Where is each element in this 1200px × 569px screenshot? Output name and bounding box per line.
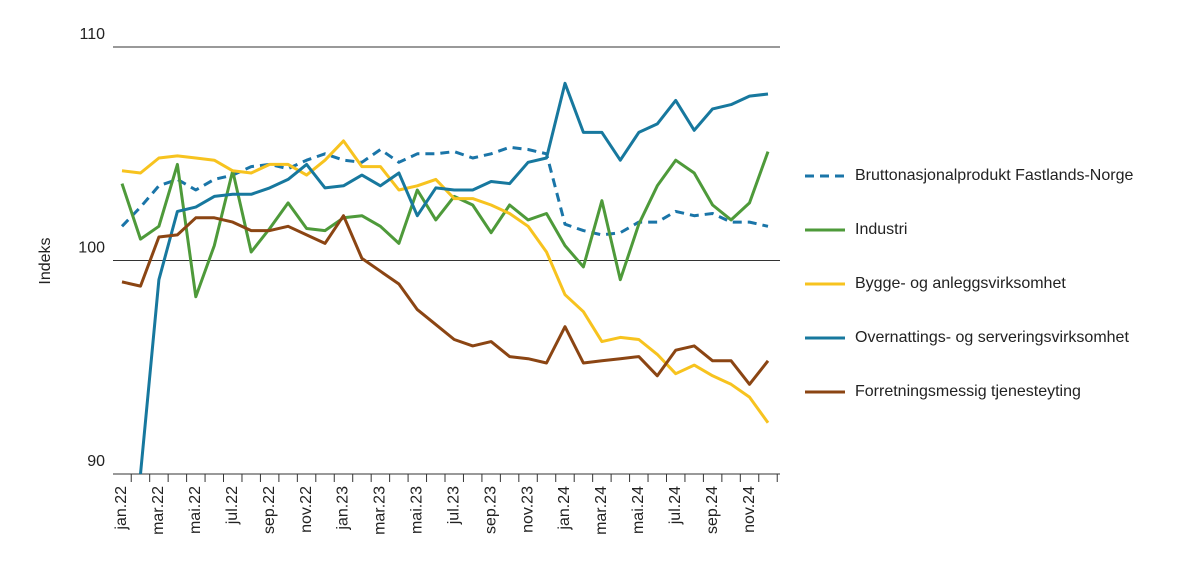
legend-label: Forretningsmessig tjenesteyting bbox=[855, 383, 1081, 400]
x-tick-label: jan.24 bbox=[556, 486, 573, 531]
legend-label: Bruttonasjonalprodukt Fastlands-Norge bbox=[855, 167, 1133, 184]
x-tick-label: jul.24 bbox=[667, 486, 684, 525]
x-tick-label: jul.22 bbox=[224, 486, 241, 525]
x-tick-label: jan.23 bbox=[335, 486, 352, 531]
x-tick-label: mar.22 bbox=[150, 486, 167, 535]
y-tick-label: 90 bbox=[87, 453, 105, 470]
series-line bbox=[120, 151, 770, 299]
y-tick-label: 110 bbox=[79, 26, 105, 43]
x-tick-label: mar.23 bbox=[372, 486, 389, 535]
x-tick-label: mai.24 bbox=[630, 486, 647, 534]
x-tick-label: sep.24 bbox=[704, 486, 721, 534]
legend-label: Bygge- og anleggsvirksomhet bbox=[855, 275, 1066, 292]
y-axis-label: Indeks bbox=[37, 237, 54, 284]
y-tick-label: 100 bbox=[78, 240, 105, 257]
x-tick-label: mar.24 bbox=[593, 486, 610, 535]
x-tick-label: sep.22 bbox=[261, 486, 278, 534]
x-tick-label: sep.23 bbox=[482, 486, 499, 534]
legend-label: Industri bbox=[855, 221, 907, 238]
x-tick-label: jan.22 bbox=[113, 486, 130, 531]
x-tick-label: nov.23 bbox=[519, 486, 536, 533]
x-tick-label: mai.22 bbox=[187, 486, 204, 534]
legend-label: Overnattings- og serveringsvirksomhet bbox=[855, 329, 1129, 346]
series-line bbox=[120, 145, 769, 237]
series-line bbox=[139, 81, 769, 475]
series-line bbox=[121, 214, 770, 386]
series-line bbox=[121, 139, 770, 424]
x-tick-label: nov.24 bbox=[741, 486, 758, 533]
x-tick-label: nov.22 bbox=[298, 486, 315, 533]
x-tick-label: jul.23 bbox=[445, 486, 462, 525]
x-tick-label: mai.23 bbox=[409, 486, 426, 534]
